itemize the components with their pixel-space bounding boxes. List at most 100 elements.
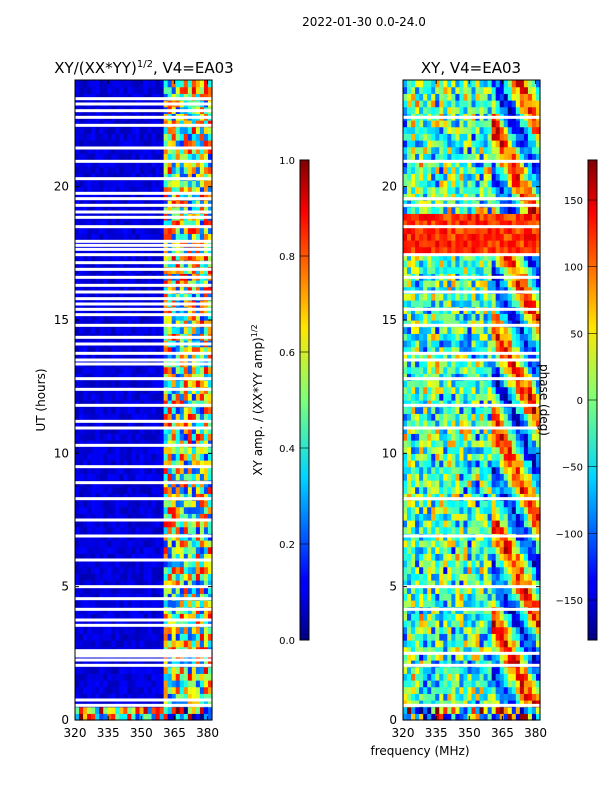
phase-heatmap-cell [431,560,436,567]
phase-heatmap-cell [423,413,428,420]
phase-heatmap-cell [488,567,493,574]
amp-flagged-row [75,352,212,355]
amp-heatmap-cell [180,127,185,134]
phase-heatmap-cell [476,453,481,460]
amp-heatmap-cell [95,433,100,440]
amp-heatmap-cell [204,453,209,460]
amp-heatmap-cell [127,87,132,94]
amp-heatmap-cell [91,87,96,94]
amp-heatmap-cell [83,687,88,694]
phase-heatmap-cell [415,593,420,600]
phase-heatmap-cell [524,480,529,487]
amp-heatmap-cell [168,573,173,580]
phase-heatmap-cell [508,673,513,680]
phase-heatmap-cell [455,507,460,514]
amp-heatmap-cell [83,540,88,547]
amp-heatmap-cell [75,407,80,414]
phase-heatmap-cell [500,600,505,607]
amp-heatmap-cell [135,600,140,607]
amp-heatmap-cell [192,140,197,147]
phase-heatmap-cell [407,513,412,520]
phase-heatmap-cell [403,413,408,420]
phase-heatmap-cell [532,547,537,554]
amp-heatmap-cell [204,567,209,574]
amp-heatmap-cell [107,407,112,414]
phase-heatmap-cell [451,707,456,714]
amp-heatmap-cell [111,453,116,460]
amp-heatmap-cell [156,127,161,134]
phase-heatmap-cell [532,680,537,687]
amp-heatmap-cell [204,640,209,647]
amp-heatmap-cell [119,680,124,687]
phase-heatmap-cell [500,407,505,414]
amp-heatmap-cell [184,447,189,454]
amp-heatmap-cell [95,140,100,147]
amp-heatmap-cell [144,327,149,334]
amp-heatmap-cell [83,680,88,687]
amp-heatmap-cell [200,707,205,714]
amp-heatmap-cell [79,687,84,694]
amp-heatmap-cell [99,367,104,374]
amp-heatmap-cell [103,573,108,580]
amp-heatmap-cell [115,527,120,534]
phase-heatmap-cell [512,573,517,580]
amp-heatmap-cell [172,507,177,514]
phase-heatmap-cell [492,453,497,460]
phase-heatmap-cell [463,693,468,700]
amp-heatmap-cell [164,167,169,174]
amp-heatmap-cell [192,600,197,607]
phase-heatmap-cell [467,520,472,527]
phase-heatmap-cell [419,633,424,640]
phase-heatmap-cell [431,467,436,474]
amp-heatmap-cell [160,567,165,574]
amp-heatmap-cell [107,327,112,334]
amp-flagged-row [75,147,212,150]
amp-heatmap-cell [111,680,116,687]
phase-heatmap-cell [480,420,485,427]
amp-heatmap-cell [135,367,140,374]
phase-heatmap-cell [512,707,517,714]
amp-heatmap-cell [119,133,124,140]
amp-heatmap-cell [196,627,201,634]
phase-heatmap-cell [459,507,464,514]
phase-heatmap-cell [455,460,460,467]
phase-heatmap-cell [459,407,464,414]
amp-heatmap-cell [75,433,80,440]
phase-heatmap-cell [467,553,472,560]
amp-heatmap-cell [95,487,100,494]
amp-heatmap-cell [103,453,108,460]
phase-heatmap-cell [512,453,517,460]
phase-heatmap-cell [520,460,525,467]
amp-heatmap-cell [172,487,177,494]
phase-heatmap-cell [455,413,460,420]
phase-heatmap-cell [476,680,481,687]
amp-heatmap-cell [200,573,205,580]
amp-heatmap-cell [204,707,209,714]
phase-heatmap-cell [403,667,408,674]
amp-colorbar-tick-label: 0.2 [279,540,295,551]
amp-heatmap-cell [144,527,149,534]
amp-heatmap-cell [184,80,189,87]
phase-heatmap-cell [512,613,517,620]
amp-heatmap-cell [196,233,201,240]
amp-colorbar-tick-label: 0.8 [279,252,295,263]
phase-heatmap-cell [516,413,521,420]
phase-heatmap-cell [480,540,485,547]
phase-heatmap-cell [504,473,509,480]
phase-heatmap-cell [415,707,420,714]
amp-heatmap-cell [99,547,104,554]
phase-heatmap-cell [423,547,428,554]
amp-heatmap-cell [75,600,80,607]
amp-flagged-row [75,103,212,106]
phase-heatmap-cell [403,407,408,414]
phase-heatmap-cell [516,707,521,714]
phase-heatmap-cell [532,520,537,527]
phase-heatmap-cell [439,487,444,494]
phase-heatmap-cell [524,633,529,640]
phase-heatmap-cell [431,693,436,700]
amp-heatmap-cell [87,547,92,554]
phase-heatmap-cell [431,600,436,607]
phase-heatmap-cell [496,640,501,647]
amp-heatmap-cell [135,547,140,554]
amp-heatmap-cell [196,87,201,94]
